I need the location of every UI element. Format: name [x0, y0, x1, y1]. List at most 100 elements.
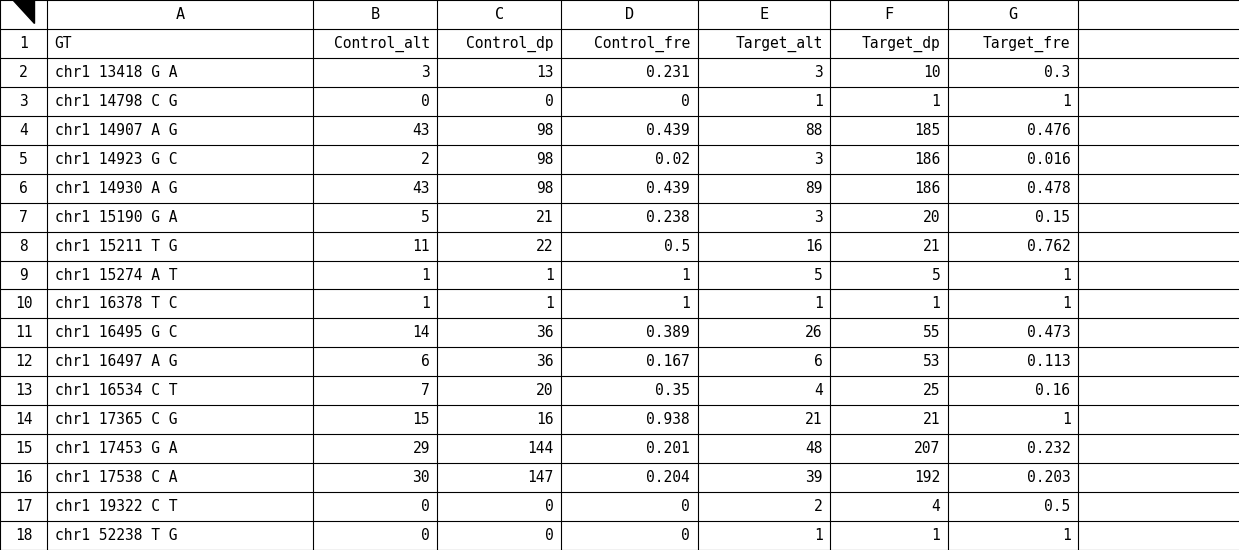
Text: 16: 16: [536, 412, 554, 427]
Text: Control_fre: Control_fre: [593, 35, 690, 52]
Text: chr1 17365 C G: chr1 17365 C G: [55, 412, 177, 427]
Text: 3: 3: [421, 65, 430, 80]
Text: 186: 186: [914, 180, 940, 196]
Text: 48: 48: [805, 441, 823, 456]
Text: 0.439: 0.439: [647, 180, 690, 196]
Text: 6: 6: [19, 180, 28, 196]
Text: 16: 16: [15, 470, 32, 485]
Text: chr1 15190 G A: chr1 15190 G A: [55, 210, 177, 224]
Text: 0.3: 0.3: [1044, 65, 1070, 80]
Text: 3: 3: [814, 152, 823, 167]
Text: 1: 1: [932, 528, 940, 543]
Text: 0: 0: [545, 528, 554, 543]
Text: 0.473: 0.473: [1027, 326, 1070, 340]
Text: 1: 1: [681, 267, 690, 283]
Text: 17: 17: [15, 499, 32, 514]
Text: 1: 1: [814, 528, 823, 543]
Text: 21: 21: [805, 412, 823, 427]
Text: B: B: [370, 7, 380, 22]
Text: chr1 16378 T C: chr1 16378 T C: [55, 296, 177, 311]
Text: 0.167: 0.167: [647, 354, 690, 370]
Text: chr1 17453 G A: chr1 17453 G A: [55, 441, 177, 456]
Text: 1: 1: [1062, 528, 1070, 543]
Text: 1: 1: [545, 267, 554, 283]
Text: Target_alt: Target_alt: [735, 35, 823, 52]
Text: 13: 13: [15, 383, 32, 398]
Text: 53: 53: [923, 354, 940, 370]
Text: 55: 55: [923, 326, 940, 340]
Text: 4: 4: [932, 499, 940, 514]
Text: 147: 147: [528, 470, 554, 485]
Text: 5: 5: [19, 152, 28, 167]
Text: 0.5: 0.5: [1044, 499, 1070, 514]
Text: 11: 11: [15, 326, 32, 340]
Text: 10: 10: [923, 65, 940, 80]
Text: Control_alt: Control_alt: [333, 35, 430, 52]
Text: 1: 1: [1062, 267, 1070, 283]
Text: 98: 98: [536, 123, 554, 138]
Text: 13: 13: [536, 65, 554, 80]
Text: 186: 186: [914, 152, 940, 167]
Text: 9: 9: [19, 267, 28, 283]
Text: 185: 185: [914, 123, 940, 138]
Text: chr1 14930 A G: chr1 14930 A G: [55, 180, 177, 196]
Text: 21: 21: [923, 412, 940, 427]
Text: 3: 3: [19, 94, 28, 109]
Text: 5: 5: [814, 267, 823, 283]
Text: 0: 0: [421, 94, 430, 109]
Text: 43: 43: [413, 180, 430, 196]
Text: 14: 14: [15, 412, 32, 427]
Text: 1: 1: [1062, 296, 1070, 311]
Text: chr1 14798 C G: chr1 14798 C G: [55, 94, 177, 109]
Text: Target_dp: Target_dp: [861, 35, 940, 52]
Text: chr1 13418 G A: chr1 13418 G A: [55, 65, 177, 80]
Text: 2: 2: [19, 65, 28, 80]
Text: 15: 15: [413, 412, 430, 427]
Text: 1: 1: [932, 296, 940, 311]
Text: 21: 21: [536, 210, 554, 224]
Text: 0.5: 0.5: [664, 239, 690, 254]
Text: chr1 15274 A T: chr1 15274 A T: [55, 267, 177, 283]
Text: 1: 1: [814, 94, 823, 109]
Text: 11: 11: [413, 239, 430, 254]
Text: 14: 14: [413, 326, 430, 340]
Text: 21: 21: [923, 239, 940, 254]
Text: 30: 30: [413, 470, 430, 485]
Text: 5: 5: [421, 210, 430, 224]
Text: 0.476: 0.476: [1027, 123, 1070, 138]
Text: E: E: [760, 7, 768, 22]
Text: 192: 192: [914, 470, 940, 485]
Text: 25: 25: [923, 383, 940, 398]
Text: A: A: [176, 7, 185, 22]
Text: 207: 207: [914, 441, 940, 456]
Text: 1: 1: [1062, 94, 1070, 109]
Text: 0.238: 0.238: [647, 210, 690, 224]
Text: 0: 0: [421, 499, 430, 514]
Text: 12: 12: [15, 354, 32, 370]
Text: 36: 36: [536, 326, 554, 340]
Text: 15: 15: [15, 441, 32, 456]
Text: 98: 98: [536, 180, 554, 196]
Text: 22: 22: [536, 239, 554, 254]
Text: 2: 2: [814, 499, 823, 514]
Text: 1: 1: [19, 36, 28, 51]
Text: 16: 16: [805, 239, 823, 254]
Text: 36: 36: [536, 354, 554, 370]
Text: chr1 16495 G C: chr1 16495 G C: [55, 326, 177, 340]
Text: 0.203: 0.203: [1027, 470, 1070, 485]
Text: 0.232: 0.232: [1027, 441, 1070, 456]
Text: 43: 43: [413, 123, 430, 138]
Text: 4: 4: [814, 383, 823, 398]
Text: 20: 20: [923, 210, 940, 224]
Text: 0.201: 0.201: [647, 441, 690, 456]
Text: 6: 6: [421, 354, 430, 370]
Text: chr1 14923 G C: chr1 14923 G C: [55, 152, 177, 167]
Text: 7: 7: [421, 383, 430, 398]
Text: 26: 26: [805, 326, 823, 340]
Text: 0.016: 0.016: [1027, 152, 1070, 167]
Text: 0.02: 0.02: [655, 152, 690, 167]
Text: 1: 1: [545, 296, 554, 311]
Text: 18: 18: [15, 528, 32, 543]
Text: 7: 7: [19, 210, 28, 224]
Text: 20: 20: [536, 383, 554, 398]
